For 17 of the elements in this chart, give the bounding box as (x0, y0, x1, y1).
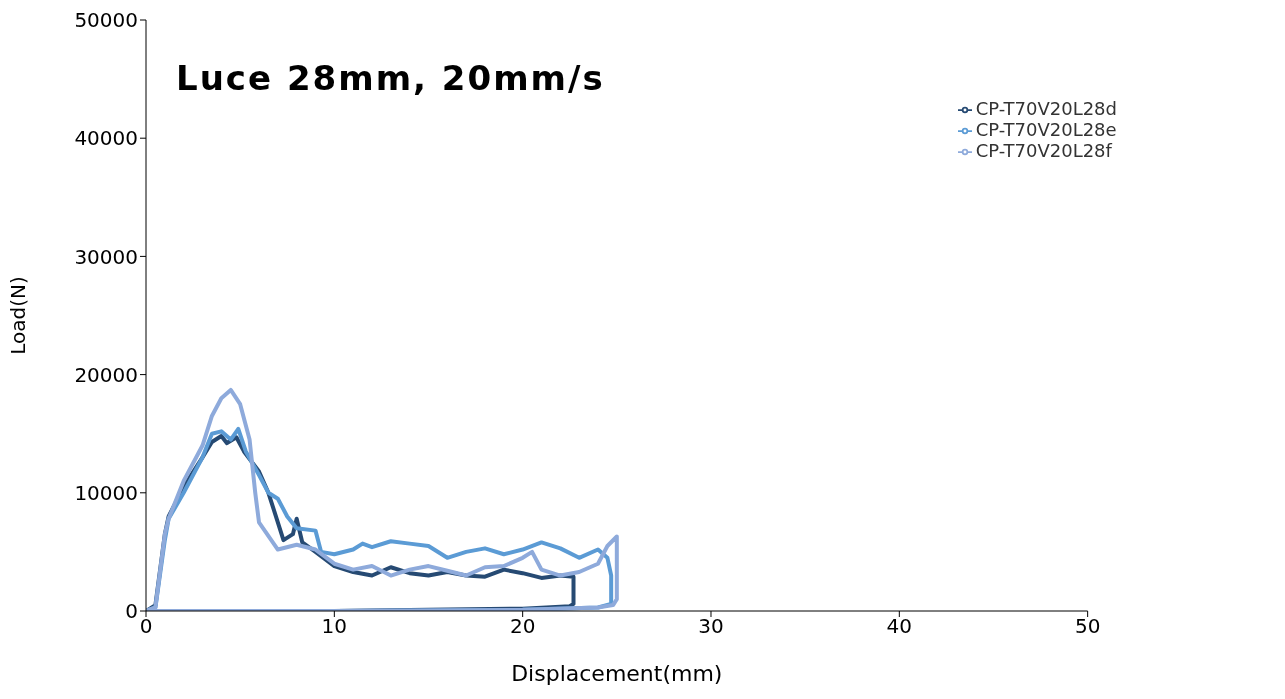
x-tick-label: 20 (509, 614, 536, 639)
text: Luce 28mm, 20mm/s (176, 58, 605, 98)
y-tick-label: 40000 (74, 126, 138, 151)
y-tick-label: 10000 (74, 480, 138, 505)
legend-label: CP-T70V20L28e (975, 119, 1117, 140)
x-tick-label: 10 (321, 614, 348, 639)
line-series (146, 387, 619, 611)
x-axis-title: Displacement(mm) (511, 661, 723, 686)
y-axis-title: Load(N) (6, 276, 31, 355)
x-tick-label: 30 (698, 614, 724, 639)
y-tick-label: 20000 (74, 362, 138, 387)
legend-label: CP-T70V20L28f (975, 140, 1112, 161)
legend-label: CP-T70V20L28d (975, 98, 1117, 119)
y-tick-label: 50000 (74, 8, 138, 33)
x-tick-label: 50 (1074, 614, 1101, 639)
x-tick-label: 40 (886, 614, 913, 639)
y-tick-label: 30000 (74, 244, 138, 269)
